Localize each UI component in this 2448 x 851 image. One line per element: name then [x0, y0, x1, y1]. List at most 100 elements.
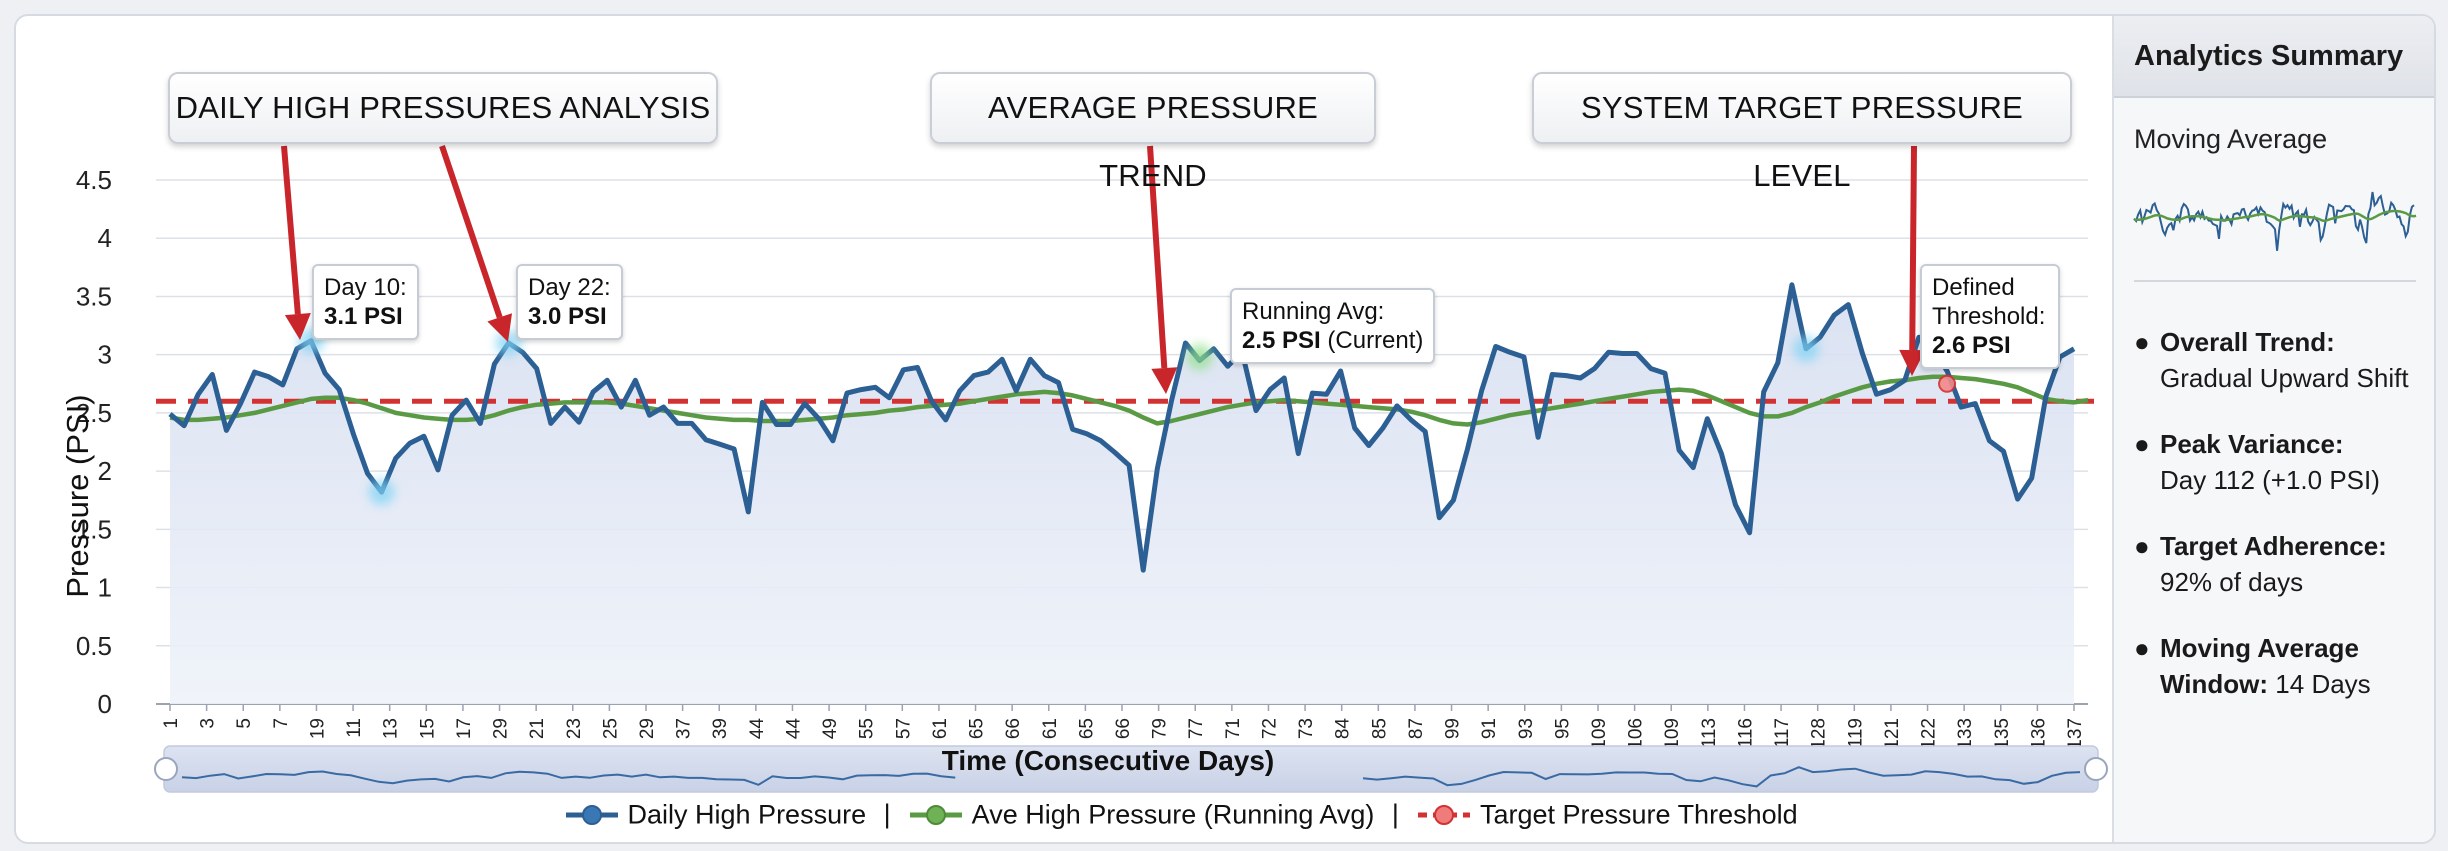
legend-target-label: Target Pressure Threshold — [1479, 799, 1798, 830]
scroll-handle-left[interactable] — [154, 757, 178, 781]
callout-average-pressure-trend: AVERAGE PRESSURE TREND — [930, 72, 1376, 193]
summary-target-adherence: ● Target Adherence: 92% of days — [2134, 528, 2424, 600]
y-tick-label: 2.5 — [76, 398, 112, 428]
summary-key: Target Adherence: — [2160, 531, 2387, 561]
annotation-running-avg-value: 2.5 PSI — [1242, 327, 1321, 354]
highlight-low-point — [368, 479, 395, 506]
x-tick-label: 25 — [600, 718, 621, 739]
x-tick-label: 29 — [491, 718, 512, 739]
summary-value: Day 112 (+1.0 PSI) — [2160, 465, 2380, 495]
x-tick-label: 73 — [1296, 718, 1317, 739]
x-tick-label: 19 — [308, 718, 329, 739]
x-tick-label: 121 — [1882, 718, 1903, 750]
bullet-icon: ● — [2134, 633, 2150, 663]
x-tick-label: 44 — [747, 718, 768, 740]
arrow-to-target-threshold — [1899, 145, 1926, 376]
sparkline-daily — [2133, 191, 2415, 251]
y-tick-label: 0 — [98, 689, 112, 719]
chart-legend: Daily High Pressure | Ave High Pressure … — [564, 798, 1798, 834]
annotation-running-avg: Running Avg: 2.5 PSI (Current) — [1230, 288, 1436, 364]
highlight-peak-point — [1793, 335, 1820, 362]
annotation-day-22-label: Day 22: — [528, 274, 611, 301]
arrow-to-average-trend — [1147, 145, 1178, 394]
average-series-line — [169, 374, 2089, 427]
sparkline-average — [2133, 209, 2417, 223]
daily-series-line — [168, 282, 2076, 573]
highlight-day-22 — [495, 330, 522, 357]
legend-average-symbol — [910, 804, 963, 825]
x-tick-label: 95 — [1552, 718, 1573, 739]
x-tick-label: 66 — [1003, 718, 1024, 739]
x-tick-label: 136 — [2028, 718, 2049, 750]
annotation-running-avg-label: Running Avg: — [1242, 298, 1385, 325]
x-tick-label: 113 — [1699, 718, 1720, 748]
y-tick-label: 3 — [98, 340, 112, 370]
y-tick-label: 3.5 — [76, 281, 112, 311]
y-tick-label: 1.5 — [76, 514, 112, 544]
x-tick-label: 55 — [857, 718, 878, 739]
annotation-day-10-value: 3.1 PSI — [324, 303, 403, 330]
x-tick-label: 119 — [1845, 718, 1866, 748]
annotation-day-22-value: 3.0 PSI — [528, 303, 607, 330]
legend-average-label: Ave High Pressure (Running Avg) — [971, 799, 1375, 830]
x-tick-label: 13 — [381, 718, 402, 739]
x-tick-label: 91 — [1479, 718, 1500, 739]
arrow-to-day-22 — [439, 145, 513, 342]
moving-average-label: Moving Average — [2134, 124, 2328, 154]
highlight-running-avg — [1186, 343, 1213, 370]
y-tick-label: 4 — [98, 223, 112, 253]
x-tick-label: 72 — [1260, 718, 1281, 739]
x-tick-label: 49 — [820, 718, 841, 739]
y-tick-label: 1 — [98, 573, 112, 603]
annotation-day-10-label: Day 10: — [324, 274, 407, 301]
scroll-handle-right[interactable] — [2084, 757, 2108, 781]
summary-peak-variance: ● Peak Variance: Day 112 (+1.0 PSI) — [2134, 426, 2424, 498]
summary-key-continued: Window: — [2160, 669, 2269, 699]
x-tick-label: 71 — [1223, 718, 1244, 739]
x-tick-label: 77 — [1186, 718, 1207, 739]
overview-mini-line — [181, 770, 956, 786]
y-axis-label: Pressure (PSI) — [60, 394, 95, 597]
summary-value: Gradual Upward Shift — [2160, 363, 2409, 393]
annotation-running-avg-suffix: (Current) — [1327, 327, 1424, 354]
summary-key: Moving Average — [2160, 633, 2359, 663]
x-tick-label: 29 — [637, 718, 658, 739]
analytics-summary-title: Analytics Summary — [2114, 16, 2434, 98]
bullet-icon: ● — [2134, 531, 2150, 561]
legend-separator: | — [1391, 799, 1399, 830]
x-tick-label: 23 — [564, 718, 585, 739]
sidebar-divider — [2134, 280, 2416, 282]
annotation-threshold-value: 2.6 PSI — [1932, 332, 2011, 359]
x-tick-label: 11 — [344, 718, 365, 738]
summary-value: 14 Days — [2275, 669, 2371, 699]
x-tick-label: 133 — [1955, 718, 1976, 750]
annotation-threshold-label: Defined Threshold: — [1932, 274, 2046, 330]
x-tick-label: 109 — [1589, 718, 1610, 750]
x-tick-label: 116 — [1736, 718, 1757, 748]
x-tick-label: 65 — [967, 718, 988, 739]
x-tick-label: 5 — [234, 718, 255, 729]
x-tick-label: 93 — [1516, 718, 1537, 739]
bullet-icon: ● — [2134, 429, 2150, 459]
arrow-to-day-10 — [281, 145, 311, 340]
x-tick-label: 7 — [271, 718, 292, 729]
x-tick-label: 128 — [1809, 718, 1830, 750]
x-tick-label: 122 — [1919, 718, 1940, 750]
chart-frame: 0 0.5 1 1.5 2 2.5 3 3.5 4 4.5 1 3 5 7 19 11 13 15 17 29 21 2… — [14, 14, 2436, 844]
bullet-icon: ● — [2134, 327, 2150, 357]
x-tick-label: 87 — [1406, 718, 1427, 739]
y-tick-label: 2 — [98, 456, 112, 486]
x-tick-label: 39 — [710, 718, 731, 739]
x-tick-label: 1 — [161, 718, 182, 729]
threshold-marker — [1938, 374, 1957, 393]
x-tick-label: 57 — [893, 718, 914, 739]
x-tick-label: 106 — [1626, 718, 1647, 750]
chart-canvas: 00.511.522.533.544.5 1 3 5 7 19 11 13 15 17 29 21 2… — [60, 145, 2108, 793]
legend-daily-symbol — [566, 804, 618, 825]
summary-overall-trend: ● Overall Trend: Gradual Upward Shift — [2134, 324, 2424, 396]
x-tick-label: 61 — [930, 718, 951, 739]
x-tick-label: 84 — [1333, 718, 1354, 740]
x-tick-label: 37 — [674, 718, 695, 739]
legend-separator: | — [883, 799, 891, 830]
summary-value: 92% of days — [2160, 567, 2304, 597]
